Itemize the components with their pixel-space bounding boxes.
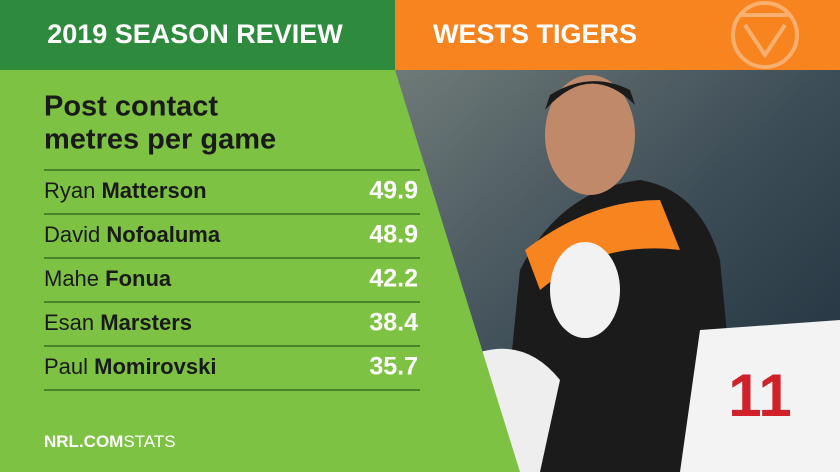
stat-value: 49.9 — [369, 177, 418, 205]
player-name: Mahe Fonua — [44, 266, 172, 291]
last-name: Fonua — [105, 266, 172, 291]
player-photo: 11 — [450, 75, 840, 472]
last-name: Momirovski — [94, 354, 216, 379]
header-right-bg — [395, 0, 840, 70]
first-name: Mahe — [44, 266, 99, 291]
player-name: Esan Marsters — [44, 310, 192, 335]
svg-text:11: 11 — [728, 362, 791, 429]
header-left-bg — [0, 0, 395, 70]
stat-table: Ryan Matterson 49.9 David Nofoaluma 48.9 Mah… — [44, 169, 420, 391]
player-name: Paul Momirovski — [44, 354, 216, 379]
last-name: Nofoaluma — [106, 222, 220, 247]
first-name: Paul — [44, 354, 88, 379]
last-name: Marsters — [100, 310, 192, 335]
player-name: David Nofoaluma — [44, 222, 221, 247]
footer-brand: NRL.COM — [44, 432, 123, 451]
stat-value: 38.4 — [369, 309, 418, 337]
footer: NRL.COMSTATS — [44, 432, 176, 451]
stat-value: 35.7 — [369, 353, 418, 381]
stat-value: 48.9 — [369, 221, 418, 249]
last-name: Matterson — [101, 178, 206, 203]
title-line: metres per game — [44, 124, 276, 156]
title-line: Post contact — [44, 91, 218, 123]
header-left: 2019 SEASON REVIEW — [47, 19, 343, 49]
first-name: Ryan — [44, 178, 95, 203]
player-name: Ryan Matterson — [44, 178, 207, 203]
stat-value: 42.2 — [369, 265, 418, 293]
footer-suffix: STATS — [123, 432, 175, 451]
first-name: David — [44, 222, 100, 247]
header-right: WESTS TIGERS — [433, 19, 637, 49]
tiger-logo — [731, 1, 799, 69]
first-name: Esan — [44, 310, 94, 335]
